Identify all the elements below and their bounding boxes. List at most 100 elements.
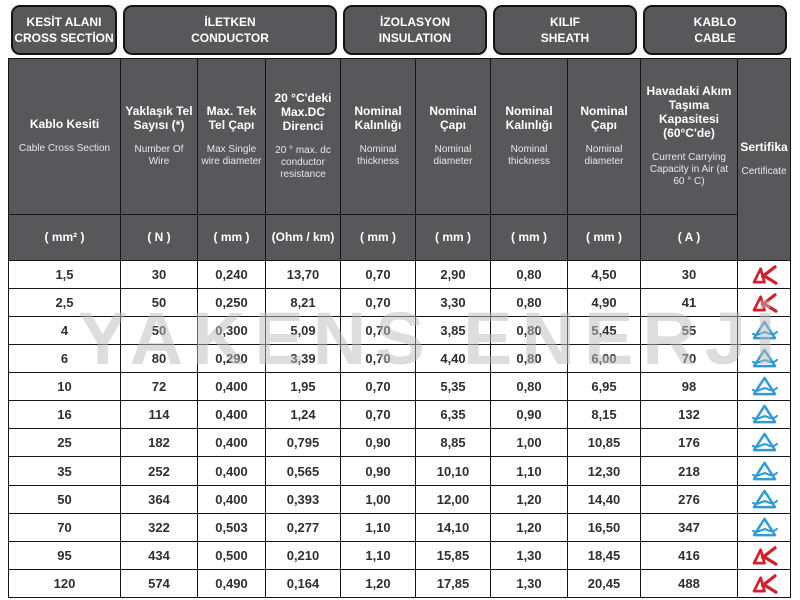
data-cell: 18,45 bbox=[567, 540, 641, 570]
data-cell: 8,85 bbox=[415, 428, 491, 458]
col-header-cable-cross-section: Kablo Kesiti Cable Cross Section bbox=[8, 58, 121, 215]
data-cell: 0,90 bbox=[340, 428, 416, 458]
col-title-tr: Nominal Kalınlığı bbox=[505, 104, 553, 133]
data-cell: 1,10 bbox=[340, 512, 416, 542]
col-title-tr: Nominal Çapı bbox=[580, 104, 628, 133]
table-body: 1,5 30 0,240 13,70 0,70 2,90 0,80 4,50 30 2,5 50 0… bbox=[8, 259, 791, 599]
unit-cell: ( A ) bbox=[640, 213, 738, 261]
data-cell: 0,400 bbox=[197, 484, 266, 514]
data-cell: 0,80 bbox=[490, 315, 568, 346]
col-title-en: 20 ° max. dc conductor resistance bbox=[275, 145, 331, 181]
data-cell: 276 bbox=[640, 484, 738, 514]
table-row: 35 252 0,400 0,565 0,90 10,10 1,10 12,30 218 bbox=[8, 456, 791, 486]
certificate-k-mark-icon bbox=[752, 546, 778, 566]
group-title-tr: KABLO bbox=[693, 15, 737, 29]
data-cell: 0,500 bbox=[197, 540, 266, 570]
data-cell: 41 bbox=[640, 287, 738, 317]
col-title-tr: Max. Tek Tel Çapı bbox=[206, 104, 257, 133]
data-cell: 0,70 bbox=[340, 259, 416, 289]
data-cell: 0,503 bbox=[197, 512, 266, 542]
data-cell: 6 bbox=[8, 344, 121, 374]
data-cell: 416 bbox=[640, 540, 738, 570]
data-cell: 0,210 bbox=[265, 540, 341, 570]
certificate-triangle-wave-icon bbox=[751, 348, 778, 368]
col-title-en: Max Single wire diameter bbox=[201, 144, 262, 168]
data-cell: 12,30 bbox=[567, 456, 641, 486]
data-cell: 434 bbox=[120, 540, 198, 570]
data-cell: 4,40 bbox=[415, 344, 491, 374]
data-cell: 0,400 bbox=[197, 372, 266, 402]
certificate-cell bbox=[737, 315, 791, 346]
certificate-triangle-wave-icon bbox=[751, 404, 778, 424]
col-title-tr: Nominal Çapı bbox=[429, 104, 477, 133]
table-row: 1,5 30 0,240 13,70 0,70 2,90 0,80 4,50 30 bbox=[8, 259, 791, 289]
data-cell: 1,95 bbox=[265, 372, 341, 402]
table-row: 6 80 0,290 3,39 0,70 4,40 0,80 6,00 70 bbox=[8, 344, 791, 374]
data-cell: 50 bbox=[120, 315, 198, 346]
col-header-insulation-diameter: Nominal Çapı Nominal diameter bbox=[415, 58, 491, 215]
group-title-tr: İZOLASYON bbox=[379, 15, 450, 29]
group-sheath: KILIF SHEATH bbox=[493, 5, 637, 55]
data-cell: 0,400 bbox=[197, 428, 266, 458]
group-title-en: CABLE bbox=[694, 31, 736, 45]
data-cell: 0,240 bbox=[197, 259, 266, 289]
col-header-number-of-wire: Yaklaşık Tel Sayısı (*) Number Of Wire bbox=[120, 58, 198, 215]
certificate-triangle-wave-icon bbox=[751, 376, 778, 396]
data-cell: 2,90 bbox=[415, 259, 491, 289]
data-cell: 6,35 bbox=[415, 400, 491, 430]
col-title-en: Number Of Wire bbox=[134, 144, 184, 168]
data-cell: 0,70 bbox=[340, 287, 416, 317]
data-cell: 5,45 bbox=[567, 315, 641, 346]
group-cable: KABLO CABLE bbox=[643, 5, 787, 55]
data-cell: 218 bbox=[640, 456, 738, 486]
col-title-en: Current Carrying Capacity in Air (at 60 … bbox=[649, 152, 729, 188]
group-title-tr: KESİT ALANI bbox=[26, 15, 102, 29]
data-cell: 322 bbox=[120, 512, 198, 542]
data-cell: 4,50 bbox=[567, 259, 641, 289]
data-cell: 0,80 bbox=[490, 372, 568, 402]
data-cell: 114 bbox=[120, 400, 198, 430]
group-title-tr: KILIF bbox=[550, 15, 580, 29]
data-cell: 0,90 bbox=[340, 456, 416, 486]
certificate-cell bbox=[737, 400, 791, 430]
certificate-cell bbox=[737, 540, 791, 570]
data-cell: 3,85 bbox=[415, 315, 491, 346]
data-cell: 0,90 bbox=[490, 400, 568, 430]
certificate-cell bbox=[737, 456, 791, 486]
table-head-section: Kablo Kesiti Cable Cross Section Yaklaşı… bbox=[8, 58, 791, 261]
col-header-certificate: Sertifika Certificate bbox=[737, 58, 791, 261]
data-cell: 8,15 bbox=[567, 400, 641, 430]
unit-cell: ( mm ) bbox=[567, 213, 641, 261]
data-cell: 4 bbox=[8, 315, 121, 346]
data-cell: 0,290 bbox=[197, 344, 266, 374]
data-cell: 14,10 bbox=[415, 512, 491, 542]
table-row: 120 574 0,490 0,164 1,20 17,85 1,30 20,45 488 bbox=[8, 568, 791, 599]
data-cell: 0,80 bbox=[490, 344, 568, 374]
col-title-en: Nominal diameter bbox=[584, 144, 624, 168]
unit-cell: ( mm ) bbox=[197, 213, 266, 261]
data-cell: 488 bbox=[640, 568, 738, 599]
table-row: 50 364 0,400 0,393 1,00 12,00 1,20 14,40 276 bbox=[8, 484, 791, 514]
col-title-tr: 20 °C'deki Max.DC Direnci bbox=[274, 91, 332, 134]
data-cell: 50 bbox=[120, 287, 198, 317]
data-cell: 50 bbox=[8, 484, 121, 514]
group-insulation: İZOLASYON INSULATION bbox=[343, 5, 487, 55]
data-cell: 6,95 bbox=[567, 372, 641, 402]
certificate-cell bbox=[737, 287, 791, 317]
group-title-tr: İLETKEN bbox=[204, 15, 256, 29]
certificate-cell bbox=[737, 344, 791, 374]
certificate-cell bbox=[737, 484, 791, 514]
data-cell: 13,70 bbox=[265, 259, 341, 289]
col-title-en: Nominal thickness bbox=[508, 144, 550, 168]
unit-cell: ( mm² ) bbox=[8, 213, 121, 261]
col-header-sheath-diameter: Nominal Çapı Nominal diameter bbox=[567, 58, 641, 215]
units-row: ( mm² ) ( N ) ( mm ) (Ohm / km) ( mm ) (… bbox=[8, 213, 791, 261]
table-row: 4 50 0,300 5,09 0,70 3,85 0,80 5,45 55 bbox=[8, 315, 791, 346]
data-cell: 574 bbox=[120, 568, 198, 599]
data-cell: 1,20 bbox=[490, 484, 568, 514]
data-cell: 1,5 bbox=[8, 259, 121, 289]
data-cell: 35 bbox=[8, 456, 121, 486]
col-title-tr: Havadaki Akım Taşıma Kapasitesi (60°C'de… bbox=[646, 84, 732, 141]
unit-cell: ( mm ) bbox=[340, 213, 416, 261]
group-title-en: INSULATION bbox=[378, 31, 452, 45]
